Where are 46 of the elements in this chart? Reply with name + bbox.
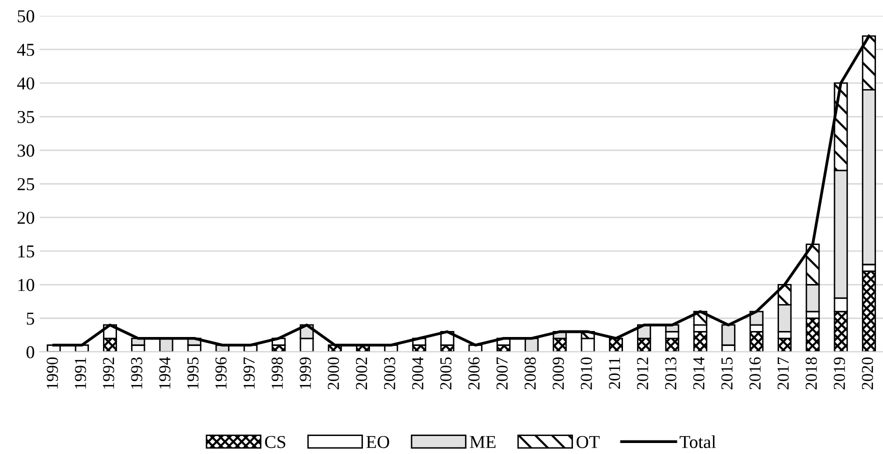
legend-label: ME — [470, 436, 496, 448]
x-tick-label: 1999 — [300, 357, 311, 389]
x-tick-label: 2016 — [749, 357, 761, 390]
x-tick-label: 1995 — [187, 357, 199, 389]
legend-label: OT — [576, 436, 600, 448]
legend-label: CS — [265, 436, 286, 448]
x-tick-label: 2012 — [637, 358, 648, 390]
x-tick-label: 2019 — [834, 357, 846, 390]
x-tick-label: 2004 — [412, 356, 424, 390]
y-tick-label: 30 — [18, 144, 34, 157]
y-tick-label: 25 — [18, 178, 34, 190]
x-tick-label: 2011 — [608, 358, 620, 389]
y-tick-label: 35 — [18, 110, 34, 124]
y-tick-label: 5 — [26, 312, 34, 325]
x-tick-label: 2020 — [862, 357, 874, 390]
x-tick-label: 2010 — [580, 357, 592, 390]
x-tick-label: 2017 — [778, 357, 789, 390]
y-tick-label: 10 — [18, 278, 34, 292]
legend-label: Total — [680, 435, 716, 448]
y-tick-label: 50 — [18, 10, 34, 22]
legend-label: EO — [366, 436, 390, 448]
y-tick-label: 45 — [17, 44, 34, 56]
x-tick-label: 1996 — [215, 357, 227, 389]
y-tick-label: 20 — [18, 212, 34, 224]
x-tick-label: 1993 — [131, 357, 142, 389]
x-tick-label: 2005 — [440, 357, 452, 390]
y-tick-label: 40 — [17, 77, 34, 90]
x-tick-label: 2000 — [328, 357, 340, 390]
x-tick-label: 1990 — [46, 357, 58, 389]
x-tick-label: 2008 — [524, 357, 536, 390]
x-tick-label: 1992 — [102, 358, 114, 389]
x-tick-label: 1994 — [159, 356, 170, 389]
y-tick-label: 15 — [18, 245, 34, 258]
x-tick-label: 2018 — [806, 357, 817, 390]
y-tick-label: 0 — [26, 346, 34, 358]
x-tick-label: 2006 — [468, 357, 480, 390]
x-tick-label: 2002 — [356, 358, 368, 390]
x-tick-label: 1997 — [244, 357, 255, 389]
x-tick-label: 1998 — [272, 357, 283, 389]
x-tick-label: 2014 — [693, 356, 704, 390]
x-tick-label: 2013 — [665, 357, 676, 390]
x-tick-label: 2007 — [496, 357, 508, 390]
x-tick-label: 2015 — [721, 357, 733, 390]
x-tick-label: 2009 — [552, 357, 564, 390]
x-tick-label: 2003 — [384, 357, 396, 390]
x-tick-label: 1991 — [74, 358, 86, 389]
